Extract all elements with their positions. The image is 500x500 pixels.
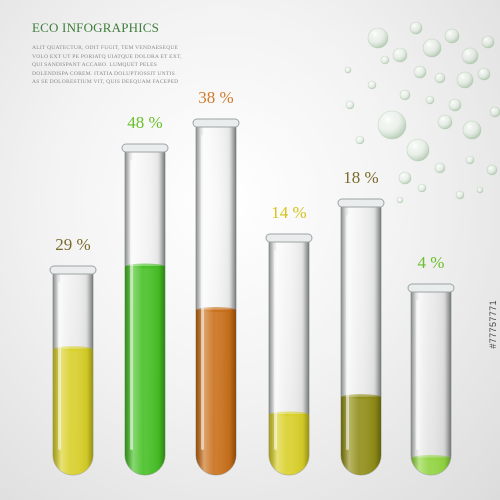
data-label-5: 18 % xyxy=(343,168,378,187)
bubble xyxy=(434,72,446,84)
bubble xyxy=(417,183,427,193)
tube-shine xyxy=(53,272,93,475)
bubble xyxy=(465,155,475,165)
tube-highlight xyxy=(346,215,349,450)
tube-shine xyxy=(125,150,165,475)
tube-shine xyxy=(341,205,381,475)
bubble xyxy=(344,66,352,74)
bubble xyxy=(489,106,500,118)
tube-shine xyxy=(411,290,451,475)
test-tube-1: 29 % xyxy=(49,235,97,476)
data-label-1: 29 % xyxy=(55,235,90,254)
tube-highlight xyxy=(130,160,133,450)
bubble xyxy=(461,47,479,65)
page-title: ECO INFOGRAPHICS xyxy=(32,20,160,35)
bubble xyxy=(413,65,427,79)
tube-rim xyxy=(49,265,97,275)
tube-rim xyxy=(192,118,240,128)
tube-rim xyxy=(337,198,385,208)
bubble xyxy=(367,27,389,49)
bubble xyxy=(380,55,390,65)
bubble xyxy=(396,196,404,204)
data-label-2: 48 % xyxy=(127,113,162,132)
bubble xyxy=(409,21,423,35)
bubble xyxy=(481,35,495,49)
tube-highlight xyxy=(201,135,204,450)
bubble xyxy=(377,110,407,140)
bubble xyxy=(486,164,498,176)
bubble xyxy=(406,138,430,162)
tube-rim xyxy=(407,283,455,293)
test-tube-6: 4 % xyxy=(407,253,455,476)
bubble xyxy=(434,162,446,174)
test-tube-4: 14 % xyxy=(265,203,313,476)
tube-highlight xyxy=(416,300,419,450)
data-label-4: 14 % xyxy=(271,203,306,222)
bubble xyxy=(448,98,462,112)
tube-rim xyxy=(121,143,169,153)
bubble xyxy=(456,71,474,89)
bubble xyxy=(477,67,491,81)
bubble xyxy=(398,171,412,185)
tube-rim xyxy=(265,233,313,243)
bubble xyxy=(345,100,355,110)
bubble xyxy=(355,135,365,145)
bubble xyxy=(476,186,484,194)
tube-shine xyxy=(196,125,236,475)
tube-highlight xyxy=(58,282,61,450)
body-text: ALIT QUATECTUR, ODIT FUGIT, TEM VENDAESE… xyxy=(32,45,182,86)
tube-highlight xyxy=(274,250,277,450)
test-tube-5: 18 % xyxy=(337,168,385,476)
bubble xyxy=(462,120,482,140)
bubble xyxy=(392,47,408,63)
test-tube-3: 38 % xyxy=(192,88,240,476)
tube-shine xyxy=(269,240,309,475)
data-label-6: 4 % xyxy=(418,253,445,272)
bubble xyxy=(444,28,460,44)
bubble xyxy=(367,80,377,90)
bubble xyxy=(437,114,453,130)
bubble xyxy=(399,89,411,101)
test-tube-2: 48 % xyxy=(121,113,169,476)
watermark-id: #77757771 xyxy=(488,300,498,349)
bubble xyxy=(455,190,465,200)
bubble xyxy=(425,95,435,105)
data-label-3: 38 % xyxy=(198,88,233,107)
bubble xyxy=(422,38,442,58)
